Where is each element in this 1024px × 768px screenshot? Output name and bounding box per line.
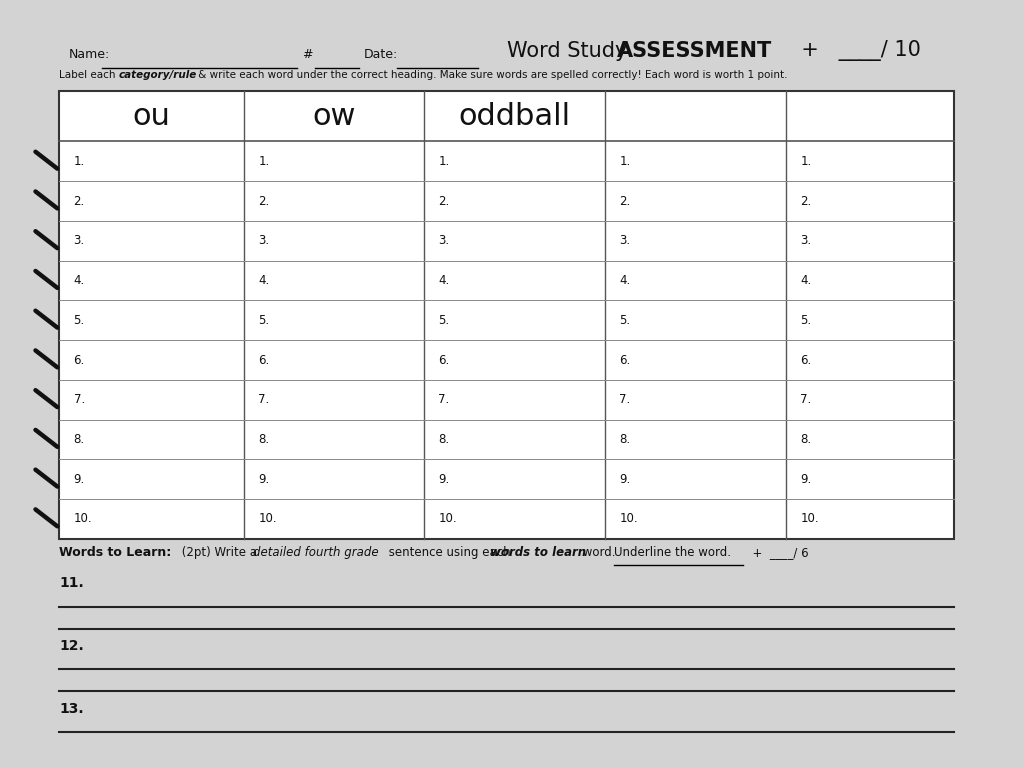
Bar (59, 91, 954, 539)
Text: 9.: 9. (800, 473, 811, 485)
Text: 6.: 6. (258, 353, 269, 366)
Text: 8.: 8. (74, 433, 85, 446)
Text: 1.: 1. (74, 155, 85, 167)
Text: #: # (302, 48, 312, 61)
Text: 5.: 5. (258, 314, 269, 326)
Text: detailed fourth grade: detailed fourth grade (253, 547, 378, 559)
Text: 9.: 9. (620, 473, 631, 485)
Text: Word Study: Word Study (507, 41, 634, 61)
Text: 7.: 7. (74, 393, 85, 406)
Text: 2.: 2. (438, 194, 450, 207)
Text: 10.: 10. (800, 512, 819, 525)
Text: 12.: 12. (59, 639, 84, 653)
Text: 5.: 5. (438, 314, 450, 326)
Text: +  ____/ 6: + ____/ 6 (745, 547, 809, 559)
Text: 7.: 7. (800, 393, 811, 406)
Text: 5.: 5. (620, 314, 631, 326)
Text: 1.: 1. (438, 155, 450, 167)
Text: 13.: 13. (59, 702, 84, 716)
Text: Words to Learn:: Words to Learn: (59, 547, 172, 559)
Text: 8.: 8. (258, 433, 269, 446)
Text: 10.: 10. (438, 512, 457, 525)
Text: 6.: 6. (620, 353, 631, 366)
Text: 6.: 6. (800, 353, 811, 366)
Text: 6.: 6. (74, 353, 85, 366)
Text: 4.: 4. (258, 274, 269, 287)
Text: ou: ou (133, 102, 171, 131)
Text: Underline the word.: Underline the word. (614, 547, 731, 559)
Text: 10.: 10. (258, 512, 276, 525)
Text: 6.: 6. (438, 353, 450, 366)
Text: oddball: oddball (459, 102, 570, 131)
Text: 9.: 9. (258, 473, 269, 485)
Text: 8.: 8. (620, 433, 631, 446)
Text: 11.: 11. (59, 577, 84, 591)
Text: (2pt) Write a: (2pt) Write a (178, 547, 261, 559)
Text: 4.: 4. (74, 274, 85, 287)
Text: & write each word under the correct heading. Make sure words are spelled correct: & write each word under the correct head… (195, 70, 787, 80)
Text: 1.: 1. (620, 155, 631, 167)
Text: 7.: 7. (258, 393, 269, 406)
Text: +   ____/ 10: + ____/ 10 (787, 40, 921, 61)
Text: ow: ow (312, 102, 355, 131)
Text: Date:: Date: (365, 48, 398, 61)
Text: 9.: 9. (74, 473, 85, 485)
Text: category/rule: category/rule (119, 70, 197, 80)
Text: ASSESSMENT: ASSESSMENT (616, 41, 772, 61)
Text: 4.: 4. (800, 274, 811, 287)
Text: 10.: 10. (74, 512, 92, 525)
Text: 7.: 7. (620, 393, 631, 406)
Text: 3.: 3. (74, 234, 85, 247)
Text: 9.: 9. (438, 473, 450, 485)
Text: 10.: 10. (620, 512, 638, 525)
Text: 2.: 2. (258, 194, 269, 207)
Text: 3.: 3. (620, 234, 631, 247)
Text: word.: word. (580, 547, 620, 559)
Text: 7.: 7. (438, 393, 450, 406)
Text: 5.: 5. (800, 314, 811, 326)
Text: Label each: Label each (59, 70, 119, 80)
Text: 3.: 3. (800, 234, 811, 247)
Text: 1.: 1. (800, 155, 811, 167)
Text: 2.: 2. (74, 194, 85, 207)
Text: 8.: 8. (800, 433, 811, 446)
Text: words to learn: words to learn (489, 547, 586, 559)
Text: 5.: 5. (74, 314, 85, 326)
Text: 2.: 2. (620, 194, 631, 207)
Text: 8.: 8. (438, 433, 450, 446)
Text: 3.: 3. (258, 234, 269, 247)
Text: 4.: 4. (438, 274, 450, 287)
Text: Name:: Name: (69, 48, 110, 61)
Text: 1.: 1. (258, 155, 269, 167)
Text: 3.: 3. (438, 234, 450, 247)
Text: 4.: 4. (620, 274, 631, 287)
Text: sentence using each: sentence using each (385, 547, 514, 559)
Text: 2.: 2. (800, 194, 811, 207)
